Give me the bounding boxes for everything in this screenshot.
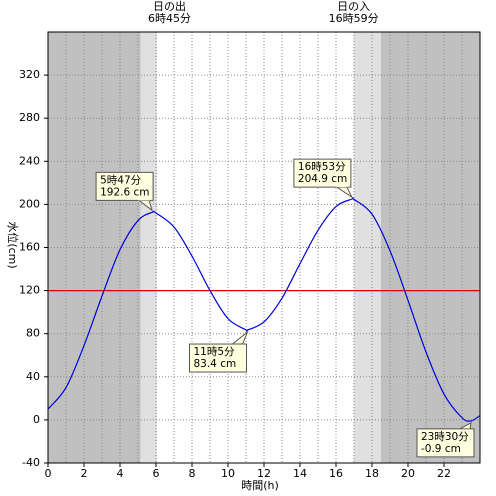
callout-value: 83.4 cm (193, 358, 236, 370)
x-tick-label: 6 (153, 467, 160, 480)
callout-box (188, 343, 247, 373)
twilight-shade (353, 32, 381, 463)
callout-value: 192.6 cm (100, 186, 149, 198)
x-tick-label: 22 (437, 467, 451, 480)
callout-time: 11時5分 (193, 346, 235, 358)
y-tick-label: 160 (19, 241, 40, 254)
y-tick-label: 120 (19, 284, 40, 297)
callout-pointer (459, 421, 472, 430)
callout-cover (231, 344, 244, 347)
x-axis-label: 時間(h) (241, 479, 279, 492)
x-tick-label: 4 (117, 467, 124, 480)
callout-cover (335, 185, 348, 188)
x-tick-label: 14 (293, 467, 307, 480)
callout-box (95, 171, 154, 201)
callout-pointer (231, 331, 248, 345)
y-tick-label: 80 (26, 327, 40, 340)
y-tick-label: 240 (19, 154, 40, 167)
y-tick-label: 40 (26, 370, 40, 383)
y-tick-label: 320 (19, 68, 40, 81)
x-tick-label: 12 (257, 467, 271, 480)
callout-box (293, 158, 352, 188)
sun-time: 6時45分 (148, 12, 191, 25)
sun-time: 16時59分 (329, 12, 379, 25)
callout-box (416, 428, 475, 458)
sun-title: 日の入 (337, 0, 370, 13)
y-tick-label: 200 (19, 197, 40, 210)
y-tick-label: -40 (22, 456, 40, 469)
callout: 23時30分-0.9 cm (416, 421, 475, 458)
x-tick-label: 16 (329, 467, 343, 480)
x-tick-label: 10 (221, 467, 235, 480)
callout-value: -0.9 cm (421, 443, 461, 455)
x-tick-label: 18 (365, 467, 379, 480)
callout-time: 16時53分 (298, 161, 346, 173)
x-tick-label: 0 (45, 467, 52, 480)
sun-title: 日の出 (153, 0, 186, 13)
callout-time: 23時30分 (421, 431, 469, 443)
x-tick-label: 8 (189, 467, 196, 480)
x-tick-label: 2 (81, 467, 88, 480)
y-tick-label: 0 (33, 413, 40, 426)
y-axis-label: 水位(cm) (6, 221, 20, 268)
callout-time: 5時47分 (100, 174, 142, 186)
callout-value: 204.9 cm (298, 173, 347, 185)
callout-cover (138, 198, 151, 201)
twilight-shade (140, 32, 157, 463)
x-tick-label: 20 (401, 467, 415, 480)
y-tick-label: 280 (19, 111, 40, 124)
night-shade (381, 32, 480, 463)
callout-cover (459, 429, 471, 431)
plot-frame (47, 31, 481, 464)
tide-line (47, 197, 481, 422)
